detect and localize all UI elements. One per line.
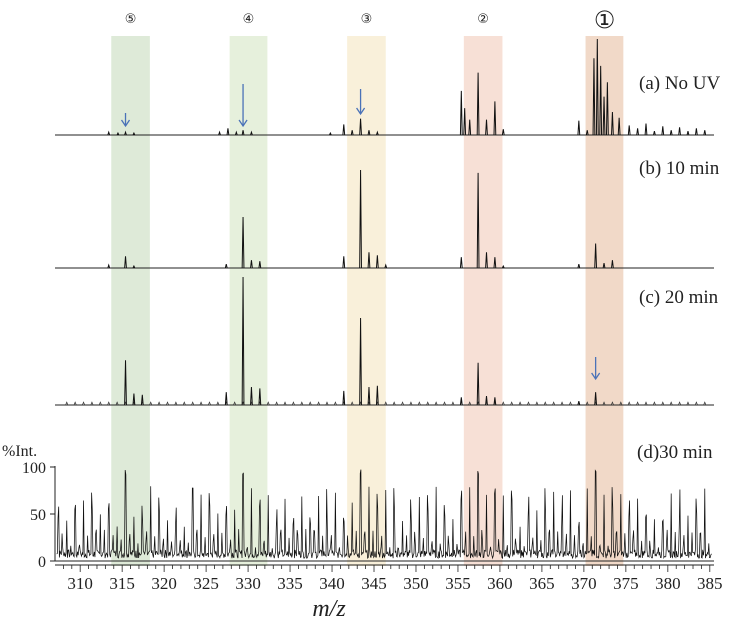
x-tick-label: 350 xyxy=(403,574,429,593)
arrow-head xyxy=(356,107,366,116)
band-2 xyxy=(229,36,268,566)
series-label: (d)30 min xyxy=(637,442,713,463)
series-label: (b) 10 min xyxy=(639,158,720,179)
x-tick-label: 365 xyxy=(529,574,555,593)
spectrum-trace-2 xyxy=(107,169,614,269)
band-label: ④ xyxy=(243,12,255,27)
arrow-head xyxy=(591,372,601,381)
band-3 xyxy=(347,36,386,566)
x-tick-label: 340 xyxy=(319,574,345,593)
series-label-layer: (a) No UV (b) 10 min (c) 20 min (d)30 min xyxy=(637,73,721,463)
arrow-head xyxy=(238,119,248,128)
y-tick-label: 100 xyxy=(22,460,46,477)
band-label: ① xyxy=(594,6,616,34)
band-label: ⑤ xyxy=(125,12,137,27)
band-4 xyxy=(463,36,503,566)
x-tick-label: 310 xyxy=(67,574,93,593)
x-tick-label: 325 xyxy=(193,574,219,593)
band-label-layer: ⑤ ④ ③ ② ① xyxy=(125,6,615,34)
y-tick-label: 0 xyxy=(38,554,46,571)
x-tick-label: 320 xyxy=(151,574,177,593)
x-tick-label: 355 xyxy=(445,574,471,593)
x-tick-label: 335 xyxy=(277,574,303,593)
x-tick-label: 315 xyxy=(109,574,135,593)
x-tick-label: 380 xyxy=(655,574,681,593)
arrow-layer xyxy=(120,84,601,381)
trace-layer xyxy=(55,38,714,562)
band-1 xyxy=(111,36,150,566)
y-tick-label: 50 xyxy=(30,507,46,524)
spectrum-trace-1 xyxy=(107,38,707,136)
x-tick-label: 375 xyxy=(613,574,639,593)
series-label: (c) 20 min xyxy=(639,287,719,308)
x-tick-label: 370 xyxy=(571,574,597,593)
x-axis-label: m/z xyxy=(312,596,346,621)
x-tick-label: 360 xyxy=(487,574,513,593)
series-label: (a) No UV xyxy=(639,73,721,94)
spectrum-trace-4 xyxy=(56,469,712,560)
band-label: ② xyxy=(477,12,489,27)
band-label: ③ xyxy=(361,12,373,27)
x-tick-label: 385 xyxy=(697,574,723,593)
spectrum-trace-3 xyxy=(124,276,598,406)
x-tick-label: 345 xyxy=(361,574,387,593)
x-tick-label: 330 xyxy=(235,574,261,593)
axes-layer: 0 50 100%Int. 310 315 320 325 330 335 340 345 350 35… xyxy=(2,443,723,621)
y-axis-label: %Int. xyxy=(2,443,37,460)
band-layer xyxy=(111,36,624,566)
arrow-head xyxy=(120,119,131,128)
background-bumps xyxy=(65,401,707,406)
